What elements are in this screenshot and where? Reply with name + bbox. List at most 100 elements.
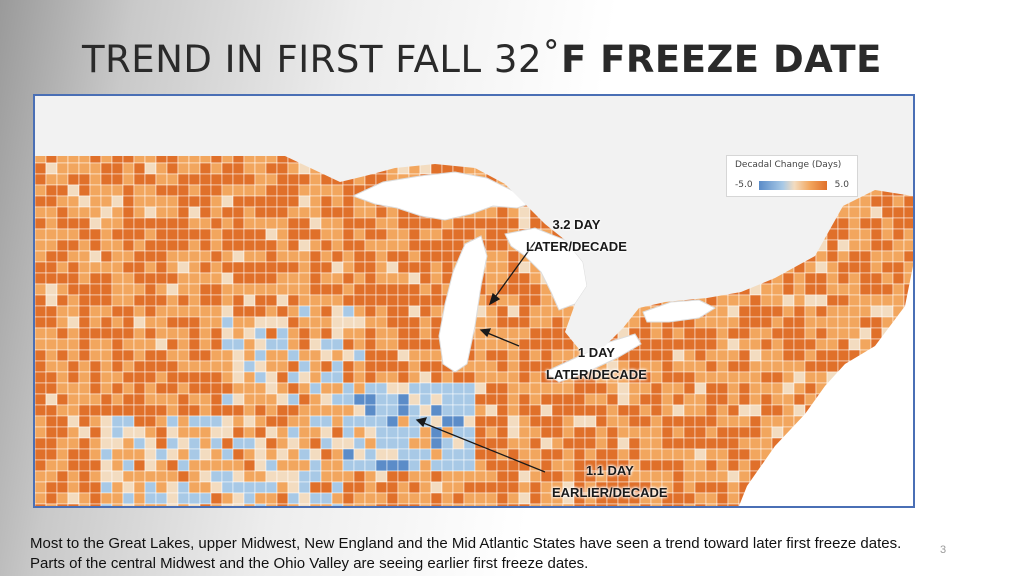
county-cell <box>496 393 509 406</box>
county-cell <box>287 283 300 296</box>
county-cell <box>111 294 124 307</box>
county-cell <box>111 195 124 208</box>
county-cell <box>221 250 234 263</box>
county-cell <box>166 470 179 483</box>
county-cell <box>35 426 47 439</box>
county-cell <box>331 503 344 506</box>
county-cell <box>320 338 333 351</box>
county-cell <box>364 360 377 373</box>
county-cell <box>749 349 762 362</box>
county-cell <box>364 206 377 219</box>
county-cell <box>89 250 102 263</box>
county-cell <box>320 272 333 285</box>
county-cell <box>243 305 256 318</box>
county-cell <box>793 316 806 329</box>
county-cell <box>45 426 58 439</box>
county-cell <box>177 261 190 274</box>
county-cell <box>67 272 80 285</box>
county-cell <box>45 404 58 417</box>
county-cell <box>518 404 531 417</box>
county-cell <box>210 437 223 450</box>
county-cell <box>67 470 80 483</box>
county-cell <box>133 294 146 307</box>
county-cell <box>276 283 289 296</box>
county-cell <box>78 239 91 252</box>
county-cell <box>683 382 696 395</box>
county-cell <box>342 305 355 318</box>
county-cell <box>496 283 509 296</box>
county-cell <box>430 448 443 461</box>
county-cell <box>177 415 190 428</box>
county-cell <box>254 404 267 417</box>
county-cell <box>342 250 355 263</box>
county-cell <box>672 459 685 472</box>
county-cell <box>397 404 410 417</box>
county-cell <box>111 184 124 197</box>
county-cell <box>562 415 575 428</box>
county-cell <box>100 184 113 197</box>
county-cell <box>716 437 729 450</box>
county-cell <box>474 316 487 329</box>
county-cell <box>397 448 410 461</box>
county-cell <box>56 404 69 417</box>
county-cell <box>793 294 806 307</box>
county-cell <box>243 371 256 384</box>
county-cell <box>265 360 278 373</box>
county-cell <box>276 415 289 428</box>
county-cell <box>716 360 729 373</box>
county-cell <box>67 162 80 175</box>
county-cell <box>89 316 102 329</box>
county-cell <box>122 437 135 450</box>
county-cell <box>100 250 113 263</box>
county-cell <box>144 305 157 318</box>
county-cell <box>540 470 553 483</box>
county-cell <box>716 404 729 417</box>
county-cell <box>518 437 531 450</box>
county-cell <box>518 360 531 373</box>
county-cell <box>815 305 828 318</box>
county-cell <box>67 261 80 274</box>
county-cell <box>45 316 58 329</box>
county-cell <box>177 404 190 417</box>
county-cell <box>606 393 619 406</box>
county-cell <box>496 316 509 329</box>
county-cell <box>232 459 245 472</box>
county-cell <box>331 481 344 494</box>
county-cell <box>221 283 234 296</box>
county-cell <box>78 492 91 505</box>
county-cell <box>793 349 806 362</box>
county-cell <box>441 228 454 241</box>
county-cell <box>265 327 278 340</box>
county-cell <box>188 250 201 263</box>
county-cell <box>738 349 751 362</box>
county-cell <box>45 459 58 472</box>
county-cell <box>221 415 234 428</box>
county-cell <box>221 382 234 395</box>
county-cell <box>67 228 80 241</box>
county-cell <box>859 283 872 296</box>
county-cell <box>683 327 696 340</box>
county-cell <box>298 272 311 285</box>
county-cell <box>474 349 487 362</box>
county-cell <box>727 371 740 384</box>
county-cell <box>342 327 355 340</box>
county-cell <box>232 228 245 241</box>
county-cell <box>738 459 751 472</box>
county-cell <box>210 272 223 285</box>
county-cell <box>815 294 828 307</box>
county-cell <box>672 492 685 505</box>
county-cell <box>738 327 751 340</box>
county-cell <box>463 492 476 505</box>
county-cell <box>265 459 278 472</box>
county-cell <box>496 426 509 439</box>
county-cell <box>331 360 344 373</box>
county-cell <box>210 382 223 395</box>
county-cell <box>210 305 223 318</box>
county-cell <box>661 393 674 406</box>
county-cell <box>375 239 388 252</box>
county-cell <box>45 338 58 351</box>
county-cell <box>254 272 267 285</box>
county-cell <box>529 294 542 307</box>
county-cell <box>661 404 674 417</box>
county-cell <box>892 283 905 296</box>
